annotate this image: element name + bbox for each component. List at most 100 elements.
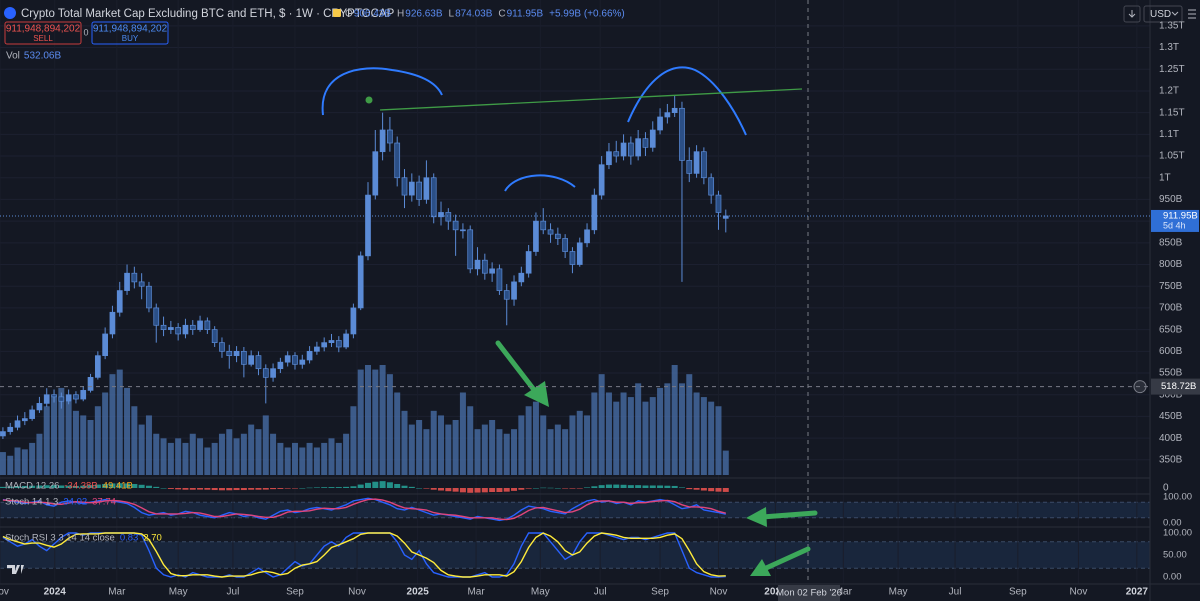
histogram-bar bbox=[627, 485, 634, 488]
histogram-bar bbox=[496, 488, 503, 492]
histogram-bar bbox=[189, 488, 196, 490]
histogram-bar bbox=[350, 486, 357, 488]
histogram-bar bbox=[328, 487, 335, 488]
histogram-bar bbox=[438, 488, 445, 491]
histogram-bar bbox=[65, 485, 72, 488]
volume-bar bbox=[29, 442, 36, 475]
candle-body bbox=[160, 324, 167, 330]
candle-body bbox=[576, 242, 583, 265]
histogram-bar bbox=[372, 481, 379, 488]
candle-body bbox=[642, 138, 649, 148]
legend-key: C bbox=[498, 9, 505, 20]
candle-body bbox=[430, 177, 437, 218]
volume-bar bbox=[189, 433, 196, 475]
arrow-head bbox=[746, 507, 767, 527]
histogram-bar bbox=[313, 487, 320, 488]
candle-body bbox=[51, 394, 57, 398]
candle-body bbox=[262, 368, 269, 378]
volume-bar bbox=[335, 442, 342, 475]
histogram-bar bbox=[138, 484, 145, 488]
volume-bar bbox=[109, 374, 116, 475]
histogram-bar bbox=[511, 488, 518, 491]
volume-bar bbox=[328, 438, 335, 475]
histogram-bar bbox=[94, 484, 101, 488]
histogram-bar bbox=[416, 488, 423, 489]
candle-body bbox=[270, 368, 276, 378]
candle-body bbox=[460, 229, 466, 232]
histogram-bar bbox=[620, 484, 627, 488]
volume-bar bbox=[386, 374, 393, 475]
volume-bar bbox=[401, 410, 408, 475]
histogram-bar bbox=[642, 485, 649, 488]
volume-bar bbox=[657, 387, 664, 475]
volume-bar bbox=[182, 442, 189, 475]
histogram-bar bbox=[131, 484, 138, 488]
legend-key: O bbox=[345, 9, 353, 20]
volume-bar bbox=[321, 442, 328, 475]
histogram-bar bbox=[503, 488, 510, 492]
download-button[interactable] bbox=[1123, 5, 1141, 23]
histogram-bar bbox=[635, 485, 642, 488]
buy-price: 911,948,894,202 bbox=[93, 24, 168, 35]
symbol-logo[interactable] bbox=[4, 7, 16, 19]
candle-body bbox=[584, 229, 590, 244]
histogram-bar bbox=[124, 483, 131, 488]
histogram-bar bbox=[306, 487, 313, 489]
trend-line-anchor bbox=[365, 96, 373, 104]
candle-body bbox=[124, 272, 130, 291]
currency-button[interactable] bbox=[1143, 5, 1183, 23]
market-status-icon[interactable] bbox=[333, 9, 341, 17]
volume-bar bbox=[270, 433, 277, 475]
histogram-bar bbox=[145, 485, 152, 488]
histogram-bar bbox=[218, 488, 225, 491]
volume-bar bbox=[65, 401, 72, 475]
y-tick-label: 1.3T bbox=[1159, 42, 1179, 53]
volume-bar bbox=[591, 392, 598, 475]
indicator-line bbox=[2, 498, 726, 521]
indicator-value: 37.74 bbox=[92, 497, 116, 508]
histogram-bar bbox=[591, 486, 598, 488]
y-tick-label: 100.00 bbox=[1163, 492, 1192, 503]
volume-bar bbox=[649, 397, 656, 475]
candle-body bbox=[503, 290, 510, 300]
crosshair-price-label: 518.72B bbox=[1161, 381, 1196, 392]
candle-body bbox=[65, 394, 72, 402]
volume-bar bbox=[459, 392, 466, 475]
volume-bar bbox=[365, 365, 371, 475]
histogram-bar bbox=[525, 488, 532, 489]
volume-bar bbox=[423, 429, 430, 475]
menu-icon[interactable] bbox=[1188, 9, 1196, 19]
volume-bar bbox=[153, 433, 160, 475]
y-tick-label: 0 bbox=[1163, 483, 1169, 494]
legend-value: 926.63B bbox=[405, 9, 443, 20]
y-tick-label: 800B bbox=[1159, 259, 1183, 270]
candle-body bbox=[109, 311, 116, 335]
candle-body bbox=[708, 177, 715, 196]
candle-body bbox=[226, 350, 233, 357]
candle-body bbox=[657, 116, 663, 131]
histogram-bar bbox=[211, 488, 218, 491]
x-tick-label: Jul bbox=[227, 587, 240, 598]
candle-body bbox=[211, 329, 218, 343]
volume-bar bbox=[379, 365, 386, 475]
candle-body bbox=[14, 420, 21, 428]
candle-body bbox=[241, 350, 247, 365]
x-tick-label: Sep bbox=[286, 587, 304, 598]
buy-button[interactable] bbox=[91, 21, 169, 45]
y-tick-label: 400B bbox=[1159, 433, 1183, 444]
plot bbox=[0, 95, 729, 578]
candle-body bbox=[467, 229, 474, 270]
candle-body bbox=[372, 151, 379, 196]
volume-bar bbox=[452, 420, 459, 475]
candle-body bbox=[102, 333, 108, 357]
volume-bar bbox=[518, 415, 525, 475]
volume-bar bbox=[357, 369, 364, 475]
histogram-bar bbox=[474, 488, 481, 493]
volume-bar bbox=[372, 369, 379, 475]
histogram-bar bbox=[715, 488, 722, 492]
sell-button[interactable] bbox=[4, 21, 82, 45]
candle-body bbox=[489, 268, 495, 274]
x-tick-label: Nov bbox=[0, 587, 9, 598]
volume-bar bbox=[145, 415, 152, 475]
